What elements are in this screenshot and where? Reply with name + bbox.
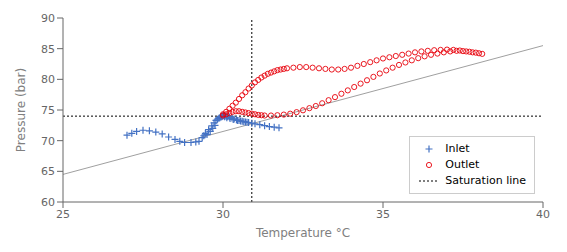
- svg-text:Pressure (bar): Pressure (bar): [14, 68, 28, 152]
- svg-text:90: 90: [41, 12, 55, 25]
- html-text:Inlet: Inlet: [445, 142, 470, 155]
- svg-text:80: 80: [41, 73, 55, 86]
- html-text:Saturation line: Saturation line: [445, 174, 526, 187]
- svg-text:60: 60: [41, 196, 55, 209]
- svg-text:25: 25: [56, 208, 70, 221]
- html-text:Outlet: Outlet: [445, 158, 480, 171]
- svg-text:30: 30: [216, 208, 230, 221]
- svg-text:85: 85: [41, 43, 55, 56]
- svg-text:35: 35: [376, 208, 390, 221]
- svg-text:75: 75: [41, 104, 55, 117]
- svg-text:65: 65: [41, 165, 55, 178]
- svg-text:70: 70: [41, 135, 55, 148]
- svg-text:Temperature °C: Temperature °C: [255, 226, 350, 240]
- svg-text:40: 40: [536, 208, 550, 221]
